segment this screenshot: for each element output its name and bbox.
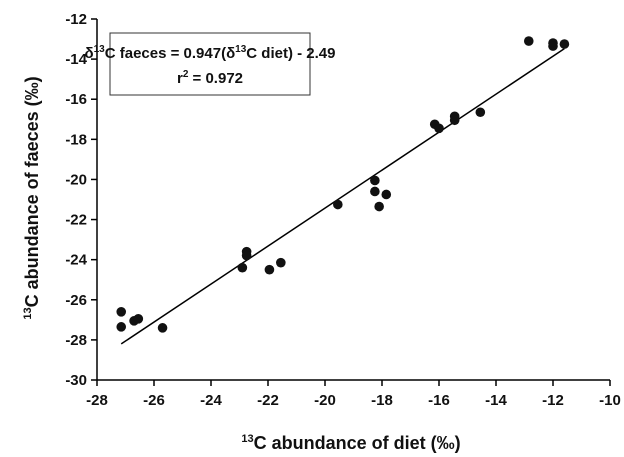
x-tick-label: -28	[86, 392, 108, 409]
y-tick-label: -18	[65, 131, 87, 148]
data-point	[333, 199, 343, 210]
y-tick-label: -30	[65, 372, 87, 389]
equation-box-border	[109, 32, 311, 96]
y-tick-label: -20	[65, 171, 87, 188]
regression-line	[120, 47, 565, 345]
data-points	[116, 36, 570, 333]
r-squared-label: r2 = 0.972	[177, 69, 243, 87]
y-tick-label: -26	[65, 292, 87, 309]
data-point	[449, 115, 460, 126]
x-tick-label: -24	[200, 392, 222, 409]
y-tick-label: -12	[65, 11, 87, 28]
data-point	[276, 257, 286, 268]
data-point	[434, 123, 444, 134]
x-tick-label: -14	[485, 392, 507, 409]
y-tick-label: -28	[65, 332, 87, 349]
x-tick-label: -12	[542, 392, 564, 409]
x-axis-title: 13C abundance of diet (‰)	[241, 433, 460, 453]
x-tick-label: -26	[143, 392, 165, 409]
x-tick-label: -22	[257, 392, 279, 409]
y-tick-label: -24	[65, 252, 87, 269]
data-point	[116, 307, 127, 317]
y-tick-label: -22	[65, 212, 87, 229]
y-tick-label: -16	[65, 91, 87, 108]
y-tick-label: -14	[65, 51, 87, 68]
data-point	[523, 36, 534, 46]
x-tick-label: -10	[599, 392, 621, 409]
data-point	[241, 250, 252, 261]
fit-layer	[120, 47, 565, 345]
data-point	[133, 314, 144, 324]
data-point	[370, 175, 380, 186]
data-point	[475, 107, 486, 118]
y-ticks: -12 -14 -16 -18 -20 -22 -24 -26 -28 -30	[65, 11, 97, 389]
data-point	[559, 39, 570, 49]
data-point	[548, 41, 558, 51]
data-point	[157, 323, 168, 333]
data-point	[370, 186, 380, 197]
x-tick-label: -18	[371, 392, 393, 409]
axes	[96, 19, 610, 381]
data-point	[264, 264, 275, 275]
x-ticks: -28 -26 -24 -22 -20 -18 -16 -14 -12 -10	[86, 380, 621, 409]
x-tick-label: -16	[428, 392, 450, 409]
data-point	[116, 322, 127, 332]
regression-equation: δ13C faeces = 0.947(δ13C diet) - 2.49	[85, 44, 336, 62]
data-point	[237, 262, 248, 273]
x-tick-label: -20	[314, 392, 336, 409]
data-point	[381, 189, 392, 200]
equation-box: δ13C faeces = 0.947(δ13C diet) - 2.49 r2…	[85, 32, 336, 96]
y-axis-title: 13C abundance of faeces (‰)	[22, 76, 42, 319]
data-point	[374, 201, 384, 212]
